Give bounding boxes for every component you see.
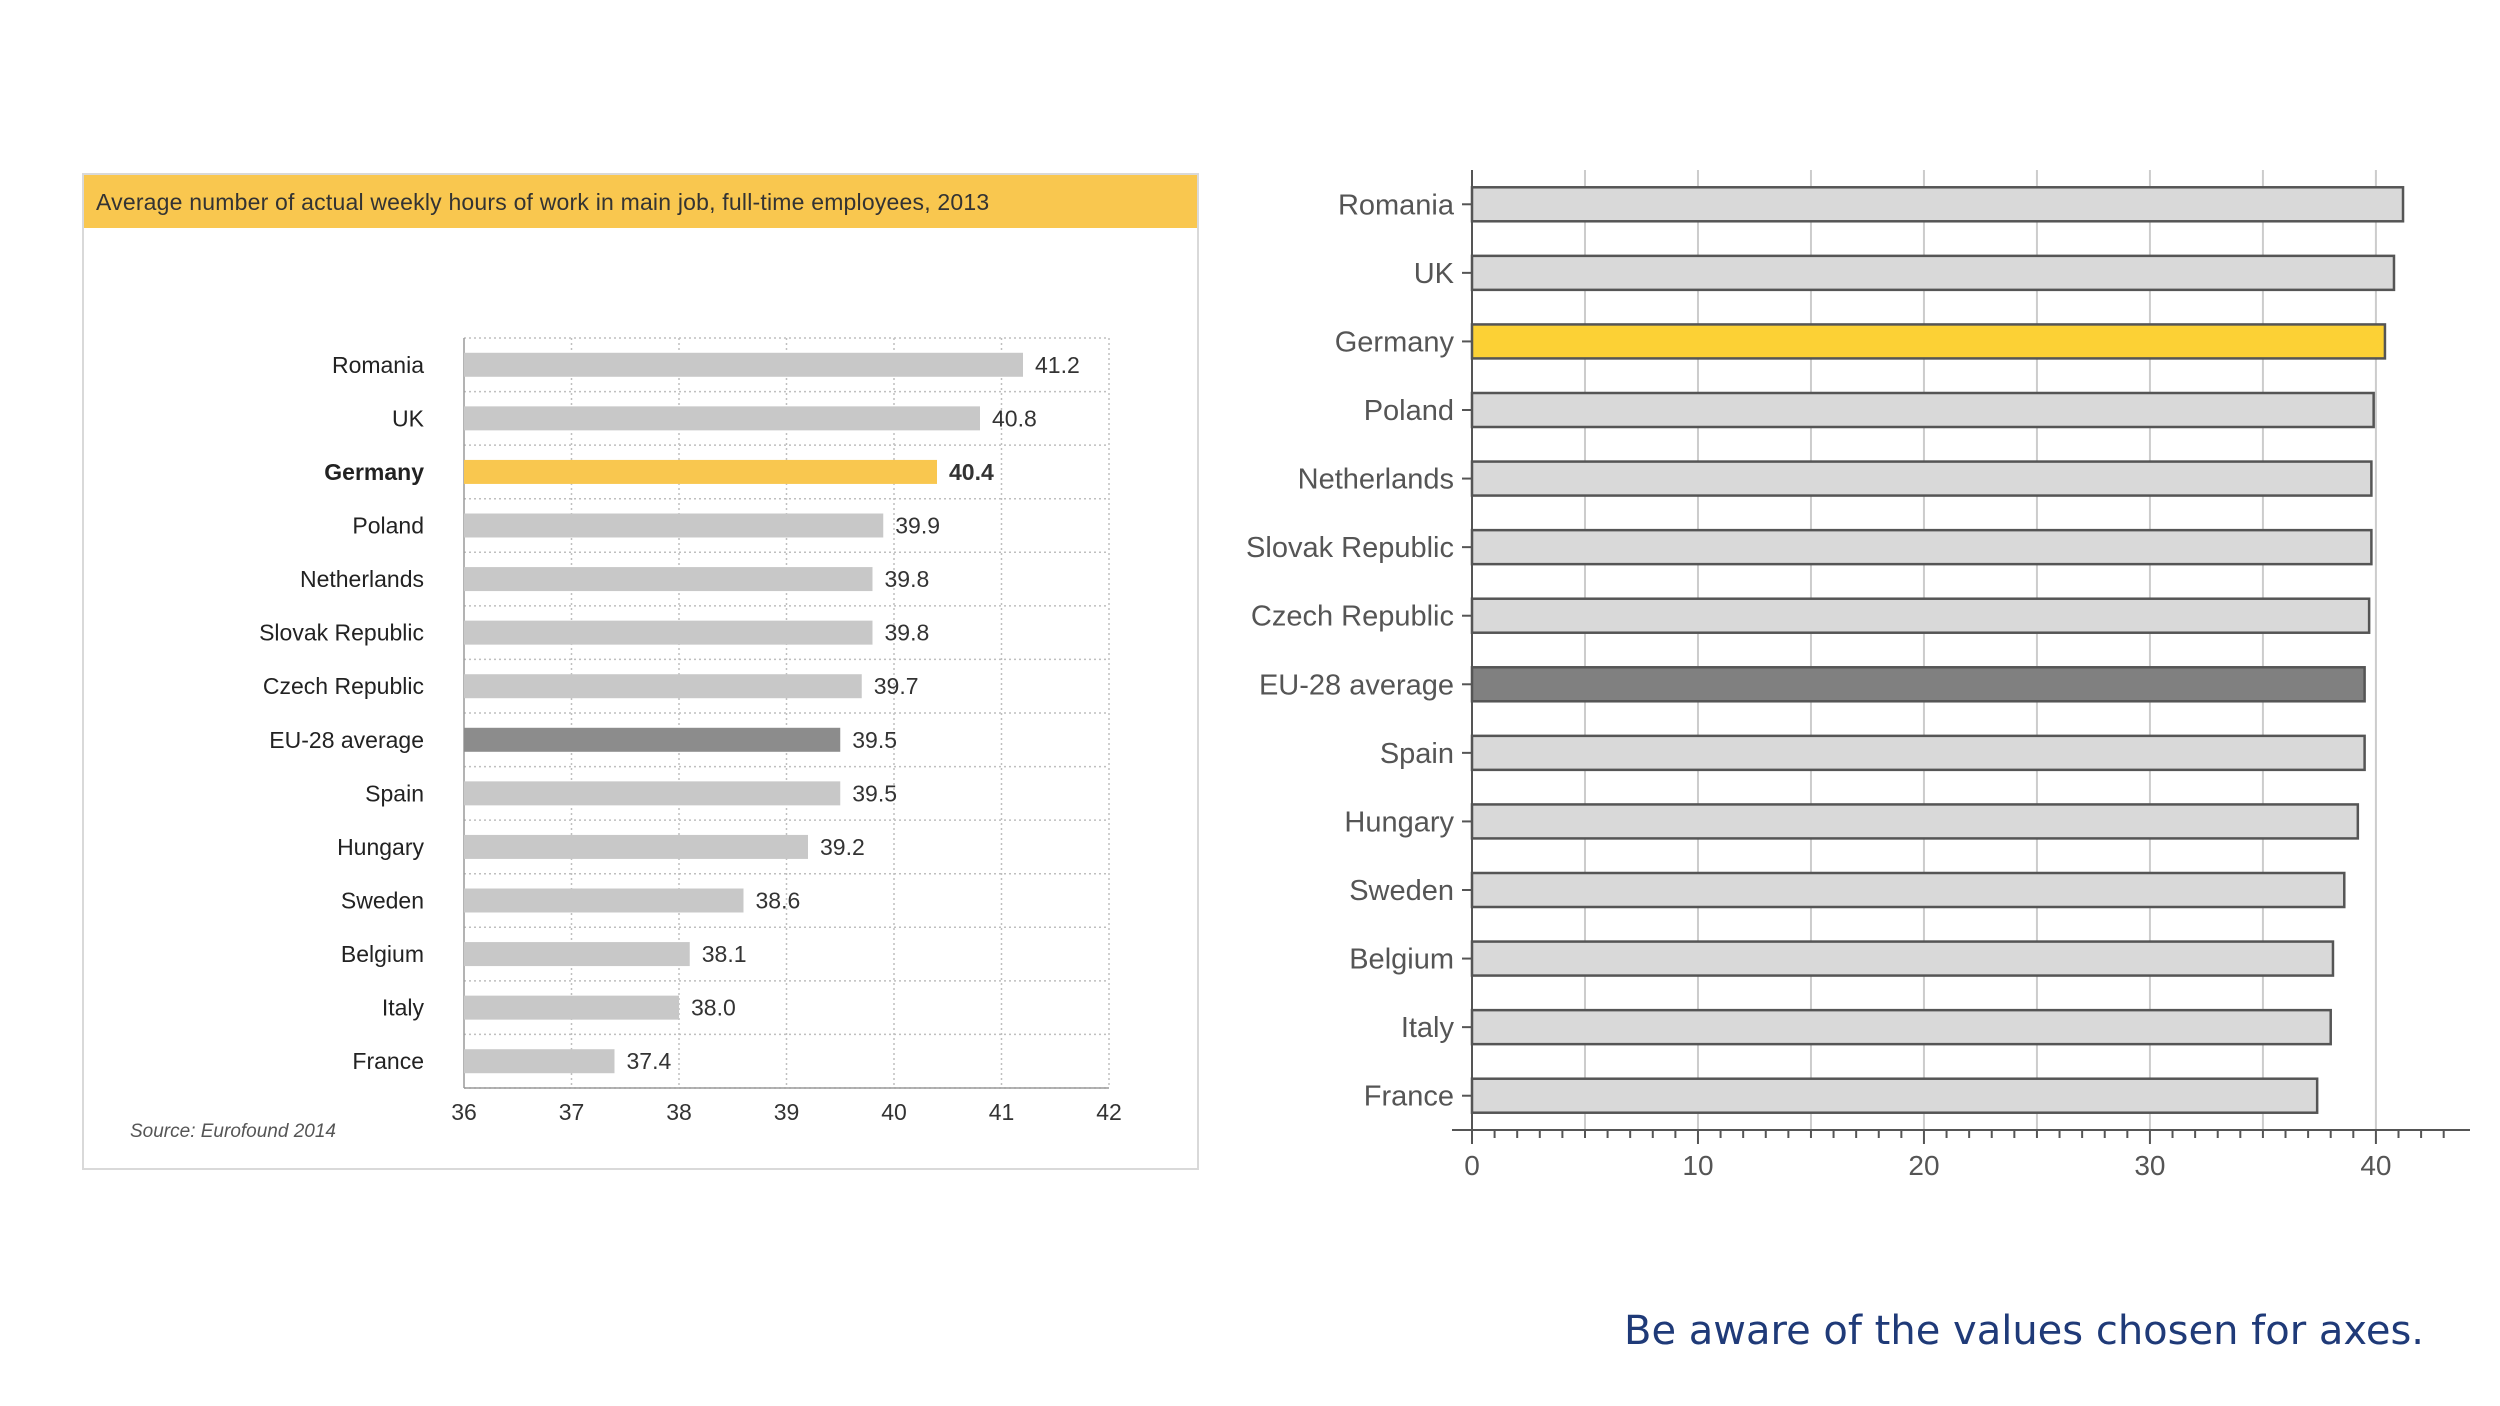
left-value-label: 38.6 xyxy=(756,888,801,914)
left-x-tick-label: 42 xyxy=(1096,1099,1122,1125)
left-value-label: 39.8 xyxy=(885,620,930,646)
left-chart-source: Source: Eurofound 2014 xyxy=(130,1121,336,1142)
left-category-label: Slovak Republic xyxy=(259,620,424,646)
left-value-label: 38.1 xyxy=(702,941,747,967)
right-category-label: Poland xyxy=(1364,395,1454,427)
left-bar-eu-28-average xyxy=(464,727,841,752)
right-bar-slovak-republic xyxy=(1470,528,2373,566)
left-category-label: Sweden xyxy=(341,888,424,914)
left-value-label: 37.4 xyxy=(627,1048,672,1074)
left-value-label: 38.0 xyxy=(691,995,736,1021)
left-value-label: 39.9 xyxy=(895,513,940,539)
right-bar-sweden xyxy=(1470,871,2346,909)
left-category-label: EU-28 average xyxy=(269,727,424,753)
left-value-label: 41.2 xyxy=(1035,352,1080,378)
left-value-label: 40.8 xyxy=(992,405,1037,431)
left-x-tick-label: 37 xyxy=(559,1099,585,1125)
left-category-label: Czech Republic xyxy=(263,673,424,699)
left-bar-italy xyxy=(464,995,679,1020)
left-bar-germany xyxy=(464,459,937,484)
left-x-tick-label: 41 xyxy=(989,1099,1015,1125)
left-value-label: 39.8 xyxy=(885,566,930,592)
slide-caption: Be aware of the values chosen for axes. xyxy=(1624,1308,2424,1354)
left-x-tick-label: 38 xyxy=(666,1099,692,1125)
left-category-label: France xyxy=(352,1048,424,1074)
left-chart-title-band: Average number of actual weekly hours of… xyxy=(84,175,1197,228)
right-category-label: UK xyxy=(1414,258,1455,290)
left-value-label: 39.7 xyxy=(874,673,919,699)
right-category-label: Netherlands xyxy=(1298,464,1454,496)
right-bar-eu-28-average xyxy=(1470,666,2366,703)
left-category-label: Germany xyxy=(324,459,424,485)
left-x-tick-label: 36 xyxy=(451,1099,477,1125)
right-x-tick-label: 40 xyxy=(2360,1150,2391,1181)
left-x-tick-label: 40 xyxy=(881,1099,907,1125)
left-category-label: Romania xyxy=(332,352,424,378)
right-category-label: Germany xyxy=(1335,326,1455,358)
left-value-label: 39.5 xyxy=(852,727,897,753)
right-category-label: Italy xyxy=(1401,1012,1455,1044)
left-x-tick-label: 39 xyxy=(774,1099,800,1125)
right-bar-poland xyxy=(1470,391,2375,429)
right-bar-france xyxy=(1470,1077,2319,1114)
left-bar-france xyxy=(464,1049,615,1074)
right-bar-germany xyxy=(1470,323,2387,360)
left-category-label: Spain xyxy=(365,780,424,806)
left-bar-poland xyxy=(464,513,884,538)
right-bar-romania xyxy=(1470,186,2405,223)
left-value-label: 40.4 xyxy=(949,459,994,485)
right-bar-italy xyxy=(1470,1008,2332,1046)
right-x-tick-label: 10 xyxy=(1682,1150,1713,1181)
left-chart-plot: 36 37 38 39 40 41 42 Romania 41.2 UK 40.8 Germany 40… xyxy=(259,337,1122,1125)
left-bar-sweden xyxy=(464,888,744,913)
left-bar-slovak-republic xyxy=(464,620,873,645)
left-bar-netherlands xyxy=(464,567,873,592)
left-value-label: 39.5 xyxy=(852,780,897,806)
left-chart-title: Average number of actual weekly hours of… xyxy=(96,189,990,215)
right-category-label: Slovak Republic xyxy=(1246,532,1454,564)
left-category-label: Belgium xyxy=(341,941,424,967)
right-bar-netherlands xyxy=(1470,460,2373,497)
right-x-tick-label: 30 xyxy=(2134,1150,2165,1181)
right-bar-hungary xyxy=(1470,803,2360,840)
right-category-label: Spain xyxy=(1380,738,1454,770)
left-category-label: UK xyxy=(392,405,425,431)
left-value-label: 39.2 xyxy=(820,834,865,860)
left-category-label: Hungary xyxy=(337,834,424,860)
right-category-label: Sweden xyxy=(1349,875,1454,907)
right-category-label: Czech Republic xyxy=(1251,601,1454,633)
right-category-label: Belgium xyxy=(1349,944,1454,976)
left-bar-hungary xyxy=(464,834,808,859)
right-category-label: Hungary xyxy=(1344,806,1454,838)
right-chart: 0 10 20 30 40 Romania UK Germany Poland Netherlan… xyxy=(1246,170,2470,1181)
right-category-label: EU-28 average xyxy=(1259,669,1454,701)
left-bar-romania xyxy=(464,352,1023,377)
left-category-label: Netherlands xyxy=(300,566,424,592)
right-bar-czech-republic xyxy=(1470,597,2371,634)
right-x-tick-label: 0 xyxy=(1464,1150,1480,1181)
right-category-label: Romania xyxy=(1338,189,1455,221)
right-bar-spain xyxy=(1470,734,2366,772)
left-category-label: Poland xyxy=(352,513,424,539)
right-category-label: France xyxy=(1364,1081,1454,1113)
left-bar-czech-republic xyxy=(464,674,862,699)
left-chart-panel: Average number of actual weekly hours of… xyxy=(82,173,1199,1170)
right-x-tick-label: 20 xyxy=(1908,1150,1939,1181)
left-bar-belgium xyxy=(464,942,690,967)
left-bar-spain xyxy=(464,781,841,806)
right-bar-uk xyxy=(1470,254,2396,292)
left-category-label: Italy xyxy=(382,995,425,1021)
left-bar-uk xyxy=(464,406,980,431)
right-bar-belgium xyxy=(1470,940,2335,977)
